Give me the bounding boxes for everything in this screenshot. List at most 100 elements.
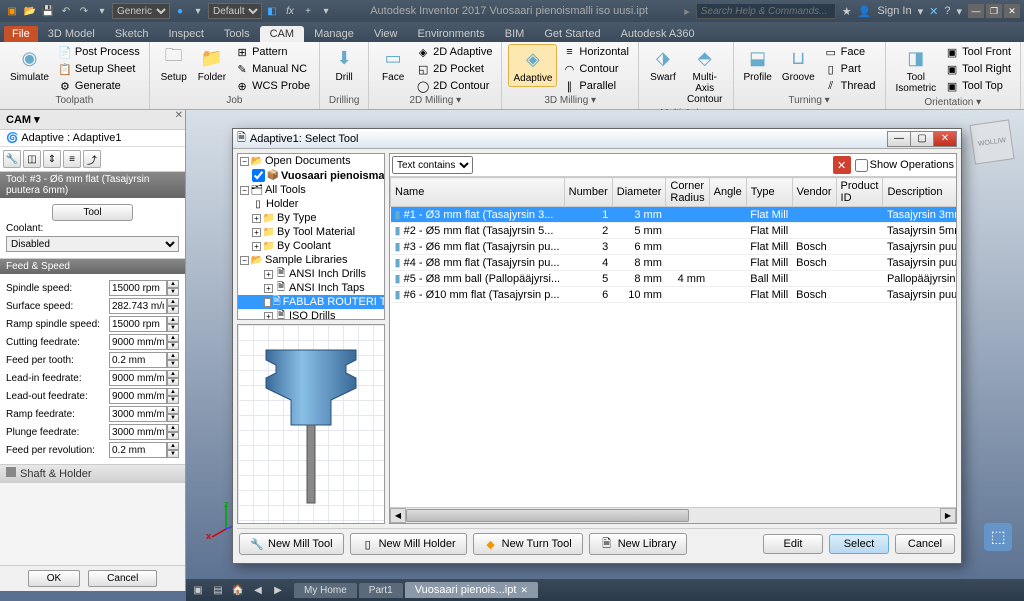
- feed-input[interactable]: [109, 352, 167, 368]
- pattern-button[interactable]: ⊞Pattern: [232, 44, 313, 60]
- feed-input[interactable]: [109, 406, 167, 422]
- spin-up[interactable]: ▲: [167, 352, 179, 360]
- setup-sheet-button[interactable]: 📋Setup Sheet: [55, 61, 143, 77]
- tree-open-docs[interactable]: −📂Open Documents: [238, 154, 384, 168]
- manual-nc-button[interactable]: ✎Manual NC: [232, 61, 313, 77]
- show-ops-checkbox[interactable]: [855, 159, 868, 172]
- spin-up[interactable]: ▲: [167, 370, 179, 378]
- tree-doc[interactable]: 📦Vuosaari pienoismalli iso uu: [238, 168, 384, 183]
- spin-down[interactable]: ▼: [167, 450, 179, 458]
- tab-cam[interactable]: CAM: [260, 26, 304, 42]
- edit-button[interactable]: Edit: [763, 534, 823, 554]
- tab-document[interactable]: Vuosaari pienois...ipt✕: [405, 582, 538, 598]
- 2d-pocket-button[interactable]: ◱2D Pocket: [413, 61, 495, 77]
- close-button[interactable]: ✕: [1004, 4, 1020, 18]
- cancel-button[interactable]: Cancel: [88, 570, 157, 587]
- table-row[interactable]: ▮ #1 - Ø3 mm flat (Tasajyrsin 3...13 mmF…: [391, 207, 957, 223]
- col-header[interactable]: Vendor: [792, 178, 836, 207]
- col-header[interactable]: Corner Radius: [666, 178, 709, 207]
- status-nav-right-icon[interactable]: ▶: [270, 582, 286, 598]
- tab-part1[interactable]: Part1: [359, 583, 403, 598]
- tab-close-icon[interactable]: ✕: [520, 585, 528, 596]
- setup-button[interactable]: 🗀Setup: [156, 44, 192, 85]
- open-icon[interactable]: 📂: [22, 3, 38, 19]
- status-nav-left-icon[interactable]: ◀: [250, 582, 266, 598]
- 2d-adaptive-button[interactable]: ◈2D Adaptive: [413, 44, 495, 60]
- spin-down[interactable]: ▼: [167, 288, 179, 296]
- spin-up[interactable]: ▲: [167, 334, 179, 342]
- tree-holder[interactable]: ▯Holder: [238, 197, 384, 211]
- table-row[interactable]: ▮ #4 - Ø8 mm flat (Tasajyrsin pu...48 mm…: [391, 255, 957, 271]
- cam-header[interactable]: CAM ▾: [0, 110, 185, 130]
- undo-icon[interactable]: ↶: [58, 3, 74, 19]
- feed-input[interactable]: [109, 370, 167, 386]
- tb-link-icon[interactable]: ⤴: [83, 150, 101, 168]
- help-dd-icon[interactable]: ▾: [956, 5, 962, 18]
- turn-face-button[interactable]: ▭Face: [821, 44, 879, 60]
- tree-by-material[interactable]: +📁By Tool Material: [238, 225, 384, 239]
- app-icon[interactable]: ▣: [4, 3, 20, 19]
- spin-up[interactable]: ▲: [167, 316, 179, 324]
- dialog-close-button[interactable]: ✕: [933, 131, 957, 147]
- mac-button[interactable]: ⬘Multi-Axis Contour: [683, 44, 727, 107]
- adaptive-button[interactable]: ◈Adaptive: [508, 44, 557, 87]
- list-h-scrollbar[interactable]: ◀ ▶: [390, 507, 956, 523]
- tab-bim[interactable]: BIM: [495, 26, 535, 42]
- feed-input[interactable]: [109, 442, 167, 458]
- col-header[interactable]: Number: [564, 178, 612, 207]
- tree-all-tools[interactable]: −🗂All Tools: [238, 183, 384, 197]
- tree-by-type[interactable]: +📁By Type: [238, 211, 384, 225]
- wcs-probe-button[interactable]: ⊕WCS Probe: [232, 78, 313, 94]
- signin-dd-icon[interactable]: ▾: [918, 5, 924, 18]
- minimize-button[interactable]: —: [968, 4, 984, 18]
- generate-button[interactable]: ⚙Generate: [55, 78, 143, 94]
- tab-3d-model[interactable]: 3D Model: [38, 26, 105, 42]
- tb-heights-icon[interactable]: ⇕: [43, 150, 61, 168]
- turn-thread-button[interactable]: ⫽Thread: [821, 78, 879, 94]
- ball-icon[interactable]: ●: [172, 3, 188, 19]
- feed-input[interactable]: [109, 316, 167, 332]
- col-header[interactable]: Product ID: [836, 178, 883, 207]
- tab-tools[interactable]: Tools: [214, 26, 260, 42]
- col-header[interactable]: Type: [746, 178, 792, 207]
- tool-right-button[interactable]: ▣Tool Right: [942, 61, 1014, 77]
- tb-passes-icon[interactable]: ≡: [63, 150, 81, 168]
- spin-up[interactable]: ▲: [167, 298, 179, 306]
- new-turn-tool-button[interactable]: ◆New Turn Tool: [473, 533, 583, 555]
- save-icon[interactable]: 💾: [40, 3, 56, 19]
- table-row[interactable]: ▮ #6 - Ø10 mm flat (Tasajyrsin p...610 m…: [391, 287, 957, 303]
- col-header[interactable]: Description: [883, 178, 956, 207]
- col-header[interactable]: Diameter: [612, 178, 666, 207]
- table-row[interactable]: ▮ #3 - Ø6 mm flat (Tasajyrsin pu...36 mm…: [391, 239, 957, 255]
- tab-view[interactable]: View: [364, 26, 408, 42]
- dialog-titlebar[interactable]: 🗎Adaptive1: Select Tool — ▢ ✕: [233, 129, 961, 149]
- status-icon-1[interactable]: ▣: [190, 582, 206, 598]
- spin-down[interactable]: ▼: [167, 306, 179, 314]
- tool-isometric-button[interactable]: ◨Tool Isometric: [892, 44, 941, 96]
- plus-icon[interactable]: +: [300, 3, 316, 19]
- viewcube[interactable]: WOLLIW: [969, 119, 1014, 164]
- feed-input[interactable]: [109, 280, 167, 296]
- spin-down[interactable]: ▼: [167, 414, 179, 422]
- tab-environments[interactable]: Environments: [407, 26, 494, 42]
- tree-ansi-taps[interactable]: +🗎ANSI Inch Taps: [238, 281, 384, 295]
- tab-sketch[interactable]: Sketch: [105, 26, 159, 42]
- new-mill-tool-button[interactable]: 🔧New Mill Tool: [239, 533, 344, 555]
- spin-up[interactable]: ▲: [167, 388, 179, 396]
- feed-input[interactable]: [109, 424, 167, 440]
- select-button[interactable]: Select: [829, 534, 889, 554]
- scroll-left-button[interactable]: ◀: [390, 508, 406, 523]
- clear-filter-button[interactable]: ✕: [833, 156, 851, 174]
- feed-input[interactable]: [109, 388, 167, 404]
- coolant-select[interactable]: Disabled: [6, 236, 179, 252]
- spin-down[interactable]: ▼: [167, 360, 179, 368]
- spin-down[interactable]: ▼: [167, 342, 179, 350]
- show-ops-checkbox-label[interactable]: Show Operations: [855, 159, 954, 172]
- tool-table[interactable]: NameNumberDiameterCorner RadiusAngleType…: [390, 177, 956, 507]
- tree-by-coolant[interactable]: +📁By Coolant: [238, 239, 384, 253]
- post-process-button[interactable]: 📄Post Process: [55, 44, 143, 60]
- feed-input[interactable]: [109, 298, 167, 314]
- exchange-icon[interactable]: ✕: [929, 5, 938, 18]
- scroll-thumb[interactable]: [406, 509, 689, 522]
- fx-icon[interactable]: fx: [282, 3, 298, 19]
